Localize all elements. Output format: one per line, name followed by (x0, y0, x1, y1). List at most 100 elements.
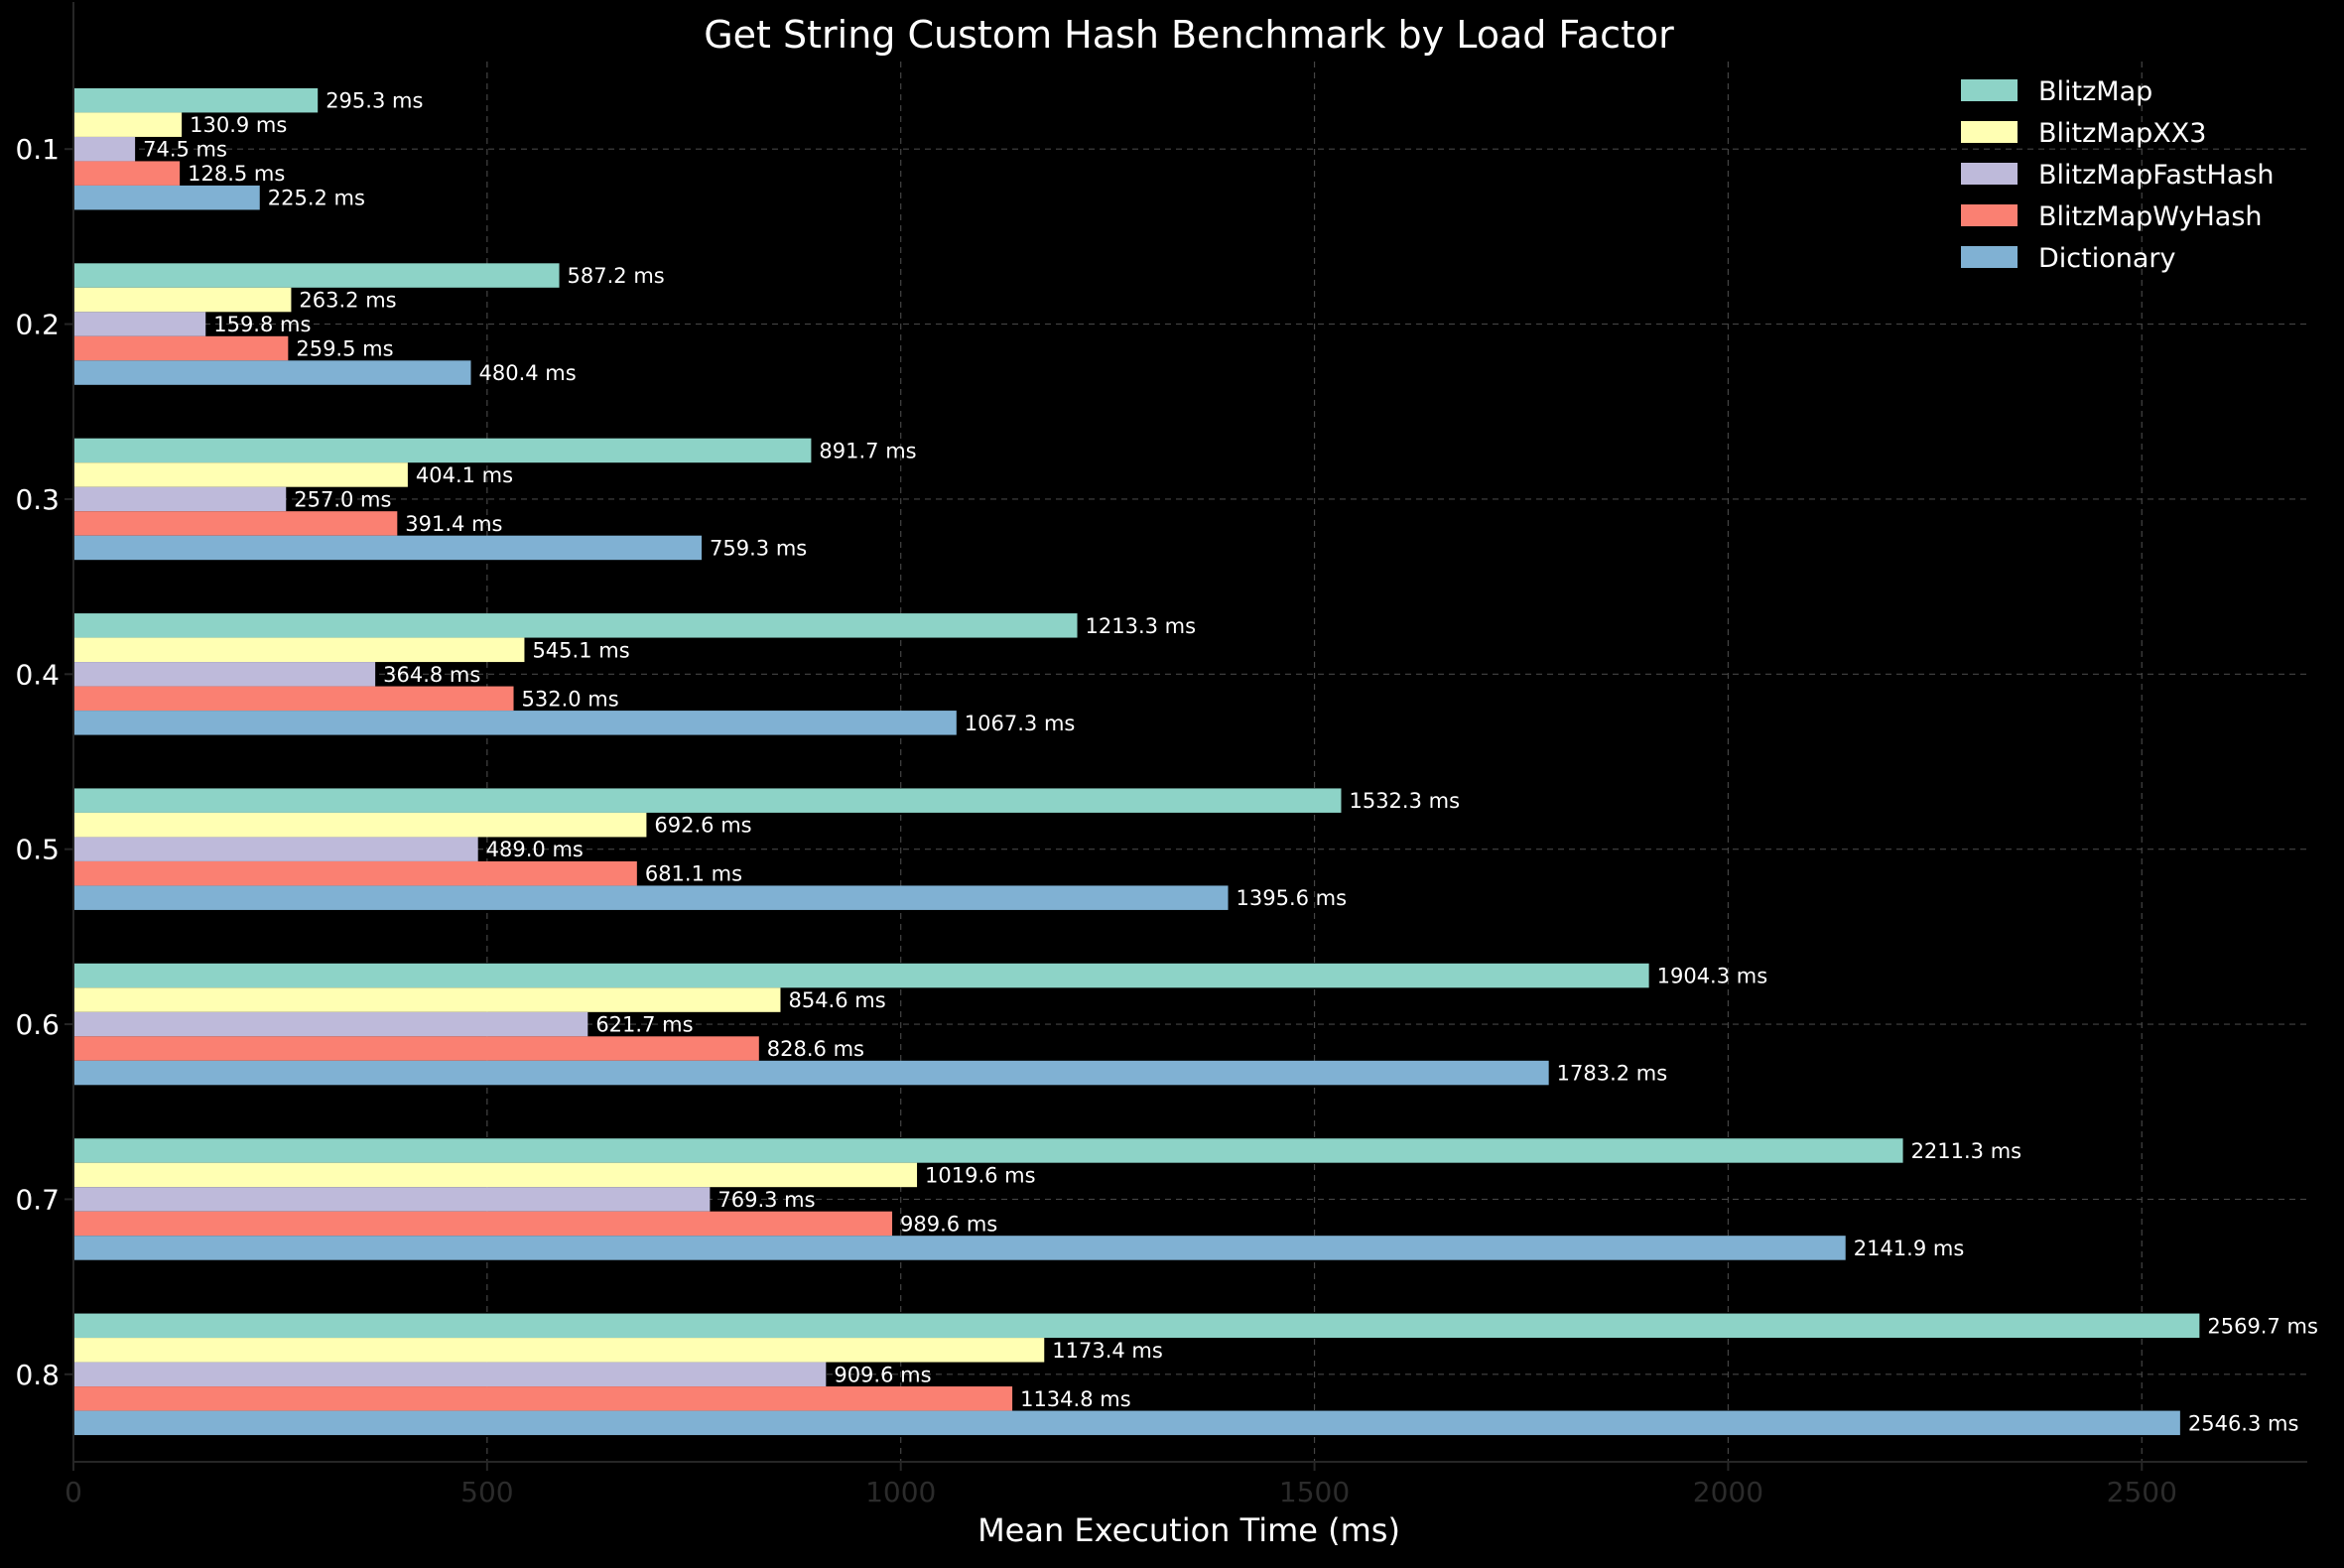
bar-BlitzMap-0.8 (73, 1313, 2200, 1339)
bar-label-BlitzMapWyHash-0.8: 1134.8 ms (1020, 1387, 1131, 1411)
legend-swatch-BlitzMapWyHash (1961, 204, 2018, 226)
y-tick-label-0.7: 0.7 (15, 1183, 60, 1216)
y-tick-label-0.1: 0.1 (15, 133, 60, 166)
bar-label-Dictionary-0.8: 2546.3 ms (2188, 1411, 2299, 1435)
bar-BlitzMapFastHash-0.6 (73, 1011, 588, 1037)
bar-label-BlitzMapFastHash-0.3: 257.0 ms (294, 487, 391, 511)
bar-BlitzMapXX3-0.6 (73, 987, 781, 1012)
bar-Dictionary-0.3 (73, 535, 703, 561)
bar-Dictionary-0.2 (73, 360, 471, 385)
bar-label-BlitzMap-0.1: 295.3 ms (326, 89, 423, 113)
bar-BlitzMap-0.3 (73, 438, 812, 463)
bar-BlitzMapFastHash-0.2 (73, 312, 206, 336)
bar-label-BlitzMapXX3-0.6: 854.6 ms (788, 988, 885, 1012)
bar-label-BlitzMapXX3-0.2: 263.2 ms (299, 289, 396, 313)
bar-BlitzMapXX3-0.7 (73, 1162, 918, 1188)
bar-label-BlitzMap-0.2: 587.2 ms (568, 264, 665, 288)
legend-swatch-Dictionary (1961, 246, 2018, 268)
bar-label-BlitzMapFastHash-0.8: 909.6 ms (834, 1363, 931, 1386)
bar-label-BlitzMapFastHash-0.1: 74.5 ms (143, 138, 227, 162)
bar-BlitzMapXX3-0.2 (73, 287, 292, 313)
bar-BlitzMap-0.5 (73, 788, 1342, 813)
bar-label-BlitzMap-0.6: 1904.3 ms (1657, 965, 1768, 988)
bar-BlitzMapXX3-0.1 (73, 112, 183, 137)
bar-Dictionary-0.7 (73, 1236, 1846, 1260)
bar-label-Dictionary-0.3: 759.3 ms (710, 536, 807, 560)
bar-label-BlitzMapWyHash-0.5: 681.1 ms (645, 862, 742, 886)
bar-BlitzMapFastHash-0.8 (73, 1362, 827, 1387)
legend-label-BlitzMapXX3: BlitzMapXX3 (2038, 118, 2206, 149)
bar-BlitzMapXX3-0.5 (73, 812, 647, 838)
bar-BlitzMapWyHash-0.2 (73, 335, 289, 361)
legend-swatch-BlitzMapXX3 (1961, 121, 2018, 143)
bar-Dictionary-0.1 (73, 185, 260, 210)
legend-label-BlitzMapFastHash: BlitzMapFastHash (2038, 160, 2275, 191)
x-tick-label-2500: 2500 (2107, 1476, 2177, 1508)
bar-label-Dictionary-0.6: 1783.2 ms (1557, 1062, 1668, 1086)
legend-label-Dictionary: Dictionary (2038, 243, 2176, 274)
y-tick-label-0.3: 0.3 (15, 483, 60, 516)
x-tick-label-1000: 1000 (865, 1476, 936, 1508)
bar-label-BlitzMapXX3-0.8: 1173.4 ms (1052, 1339, 1163, 1363)
bar-label-Dictionary-0.7: 2141.9 ms (1854, 1237, 1965, 1260)
bar-label-BlitzMapWyHash-0.3: 391.4 ms (405, 512, 502, 536)
bar-label-BlitzMap-0.3: 891.7 ms (819, 439, 916, 462)
bar-BlitzMapWyHash-0.5 (73, 860, 637, 886)
legend: BlitzMap BlitzMapXX3 BlitzMapFastHash Blitz… (1961, 76, 2275, 274)
legend-swatch-BlitzMapFastHash (1961, 163, 2018, 185)
bar-label-Dictionary-0.4: 1067.3 ms (965, 712, 1076, 735)
legend-label-BlitzMapWyHash: BlitzMapWyHash (2038, 201, 2263, 232)
bar-label-Dictionary-0.2: 480.4 ms (479, 361, 577, 385)
bar-label-BlitzMapWyHash-0.1: 128.5 ms (188, 162, 285, 186)
x-tick-label-0: 0 (65, 1476, 82, 1508)
bar-label-BlitzMapWyHash-0.7: 989.6 ms (900, 1212, 997, 1236)
bar-BlitzMapFastHash-0.4 (73, 662, 376, 687)
bar-BlitzMap-0.6 (73, 963, 1649, 988)
bar-BlitzMap-0.2 (73, 263, 560, 288)
bar-label-BlitzMapFastHash-0.4: 364.8 ms (383, 663, 480, 687)
x-tick-label-1500: 1500 (1279, 1476, 1350, 1508)
chart-title: Get String Custom Hash Benchmark by Load… (704, 13, 1674, 57)
y-tick-label-0.8: 0.8 (15, 1359, 60, 1391)
bar-label-BlitzMapXX3-0.1: 130.9 ms (190, 113, 287, 137)
bar-BlitzMap-0.4 (73, 613, 1078, 638)
bar-BlitzMapWyHash-0.6 (73, 1036, 759, 1061)
bar-label-BlitzMapFastHash-0.6: 621.7 ms (595, 1013, 693, 1037)
bar-label-BlitzMap-0.4: 1213.3 ms (1086, 614, 1197, 638)
bar-BlitzMapFastHash-0.7 (73, 1187, 711, 1212)
bar-label-Dictionary-0.1: 225.2 ms (268, 187, 365, 210)
y-tick-label-0.2: 0.2 (15, 309, 60, 341)
bar-Dictionary-0.5 (73, 885, 1229, 910)
bar-label-BlitzMap-0.8: 2569.7 ms (2207, 1314, 2318, 1338)
bar-label-BlitzMapXX3-0.4: 545.1 ms (532, 638, 629, 662)
x-tick-label-500: 500 (460, 1476, 513, 1508)
x-axis-label: Mean Execution Time (ms) (977, 1511, 1400, 1549)
bar-label-BlitzMapXX3-0.7: 1019.6 ms (925, 1163, 1036, 1187)
bar-label-BlitzMapFastHash-0.5: 489.0 ms (486, 838, 584, 861)
bar-BlitzMapWyHash-0.8 (73, 1386, 1013, 1411)
bar-label-BlitzMap-0.7: 2211.3 ms (1911, 1139, 2022, 1163)
bar-Dictionary-0.6 (73, 1060, 1549, 1086)
y-tick-label-0.5: 0.5 (15, 834, 60, 866)
bar-BlitzMapXX3-0.8 (73, 1338, 1045, 1363)
bar-label-BlitzMapWyHash-0.2: 259.5 ms (296, 337, 393, 361)
bar-Dictionary-0.8 (73, 1410, 2180, 1436)
bar-BlitzMapWyHash-0.4 (73, 686, 514, 712)
bars-layer (73, 87, 2200, 1436)
bar-Dictionary-0.4 (73, 711, 957, 735)
y-tick-label-0.6: 0.6 (15, 1008, 60, 1041)
bar-BlitzMapXX3-0.4 (73, 637, 525, 663)
y-tick-label-0.4: 0.4 (15, 658, 60, 691)
legend-label-BlitzMap: BlitzMap (2038, 76, 2152, 107)
legend-swatch-BlitzMap (1961, 79, 2018, 101)
bar-BlitzMapXX3-0.3 (73, 462, 408, 487)
bar-label-BlitzMapXX3-0.3: 404.1 ms (416, 463, 513, 487)
bar-BlitzMapWyHash-0.7 (73, 1211, 893, 1237)
bar-label-BlitzMapWyHash-0.4: 532.0 ms (522, 687, 619, 711)
bar-BlitzMapWyHash-0.1 (73, 161, 181, 186)
bar-label-BlitzMapXX3-0.5: 692.6 ms (654, 814, 751, 838)
bar-BlitzMapFastHash-0.1 (73, 136, 136, 162)
